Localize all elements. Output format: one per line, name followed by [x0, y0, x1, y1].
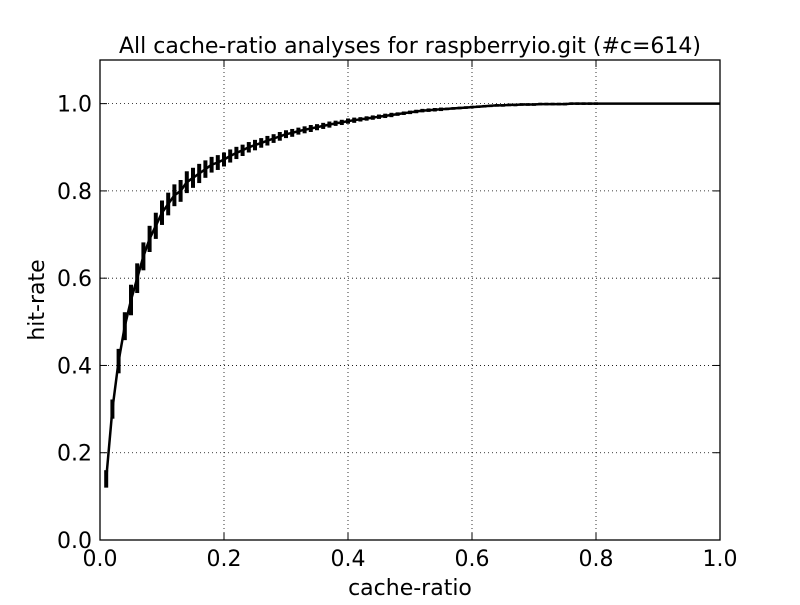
y-tick-label: 0.4 [57, 354, 92, 379]
y-tick-label: 0.6 [57, 267, 92, 292]
series-line [104, 102, 720, 480]
x-axis-label: cache-ratio [348, 576, 472, 600]
x-tick-label: 0.4 [331, 547, 366, 572]
grid-lines [100, 60, 720, 540]
y-tick-label: 0.8 [57, 180, 92, 205]
x-tick-label: 1.0 [703, 547, 738, 572]
y-axis-label: hit-rate [25, 259, 50, 340]
x-tick-label: 0.6 [455, 547, 490, 572]
y-tick-label: 0.0 [57, 529, 92, 554]
chart-title: All cache-ratio analyses for raspberryio… [119, 34, 701, 59]
x-tick-label: 0.2 [207, 547, 242, 572]
x-tick-label: 0.0 [83, 547, 118, 572]
data-series [104, 102, 720, 488]
plot-frame [99, 59, 721, 541]
y-tick-label: 1.0 [57, 93, 92, 118]
axis-ticks: 0.0 0.2 0.4 0.6 0.8 1.0 0.0 0.2 0.4 0.6 0.8 1.0 [57, 60, 738, 572]
x-tick-label: 0.8 [579, 547, 614, 572]
y-tick-label: 0.2 [57, 442, 92, 467]
